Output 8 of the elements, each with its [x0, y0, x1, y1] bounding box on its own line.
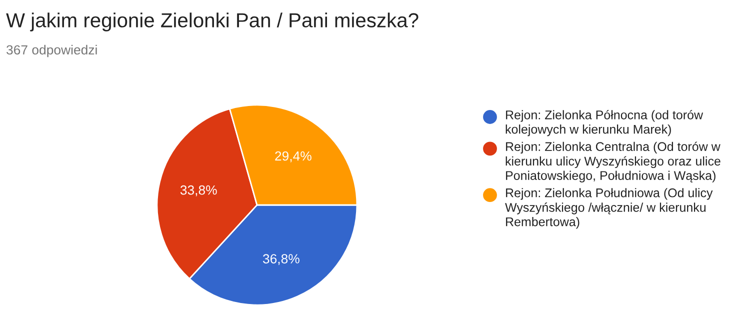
- data-label: 36,8%: [262, 254, 300, 266]
- legend-label: Rejon: Zielonka Południowa (Od ulicy Wyszyńskiego /włącznie/ w kierunku Rembertowa): [505, 188, 713, 229]
- data-label: 33,8%: [180, 185, 217, 196]
- chart-title: W jakim regionie Zielonki Pan / Pani mieszka?: [6, 12, 418, 32]
- text: 367 odpowiedzi: [6, 44, 97, 58]
- legend-label: Rejon: Zielonka Centralna (Od torów w kierunku ulicy Wyszyńskiego oraz ulice Poniatowskiego, Południowa i Wąska): [506, 142, 720, 182]
- legend-label: Rejon: Zielonka Północna (od torów kolejowych w kierunku Marek): [506, 110, 704, 136]
- data-label: 29,4%: [275, 151, 312, 162]
